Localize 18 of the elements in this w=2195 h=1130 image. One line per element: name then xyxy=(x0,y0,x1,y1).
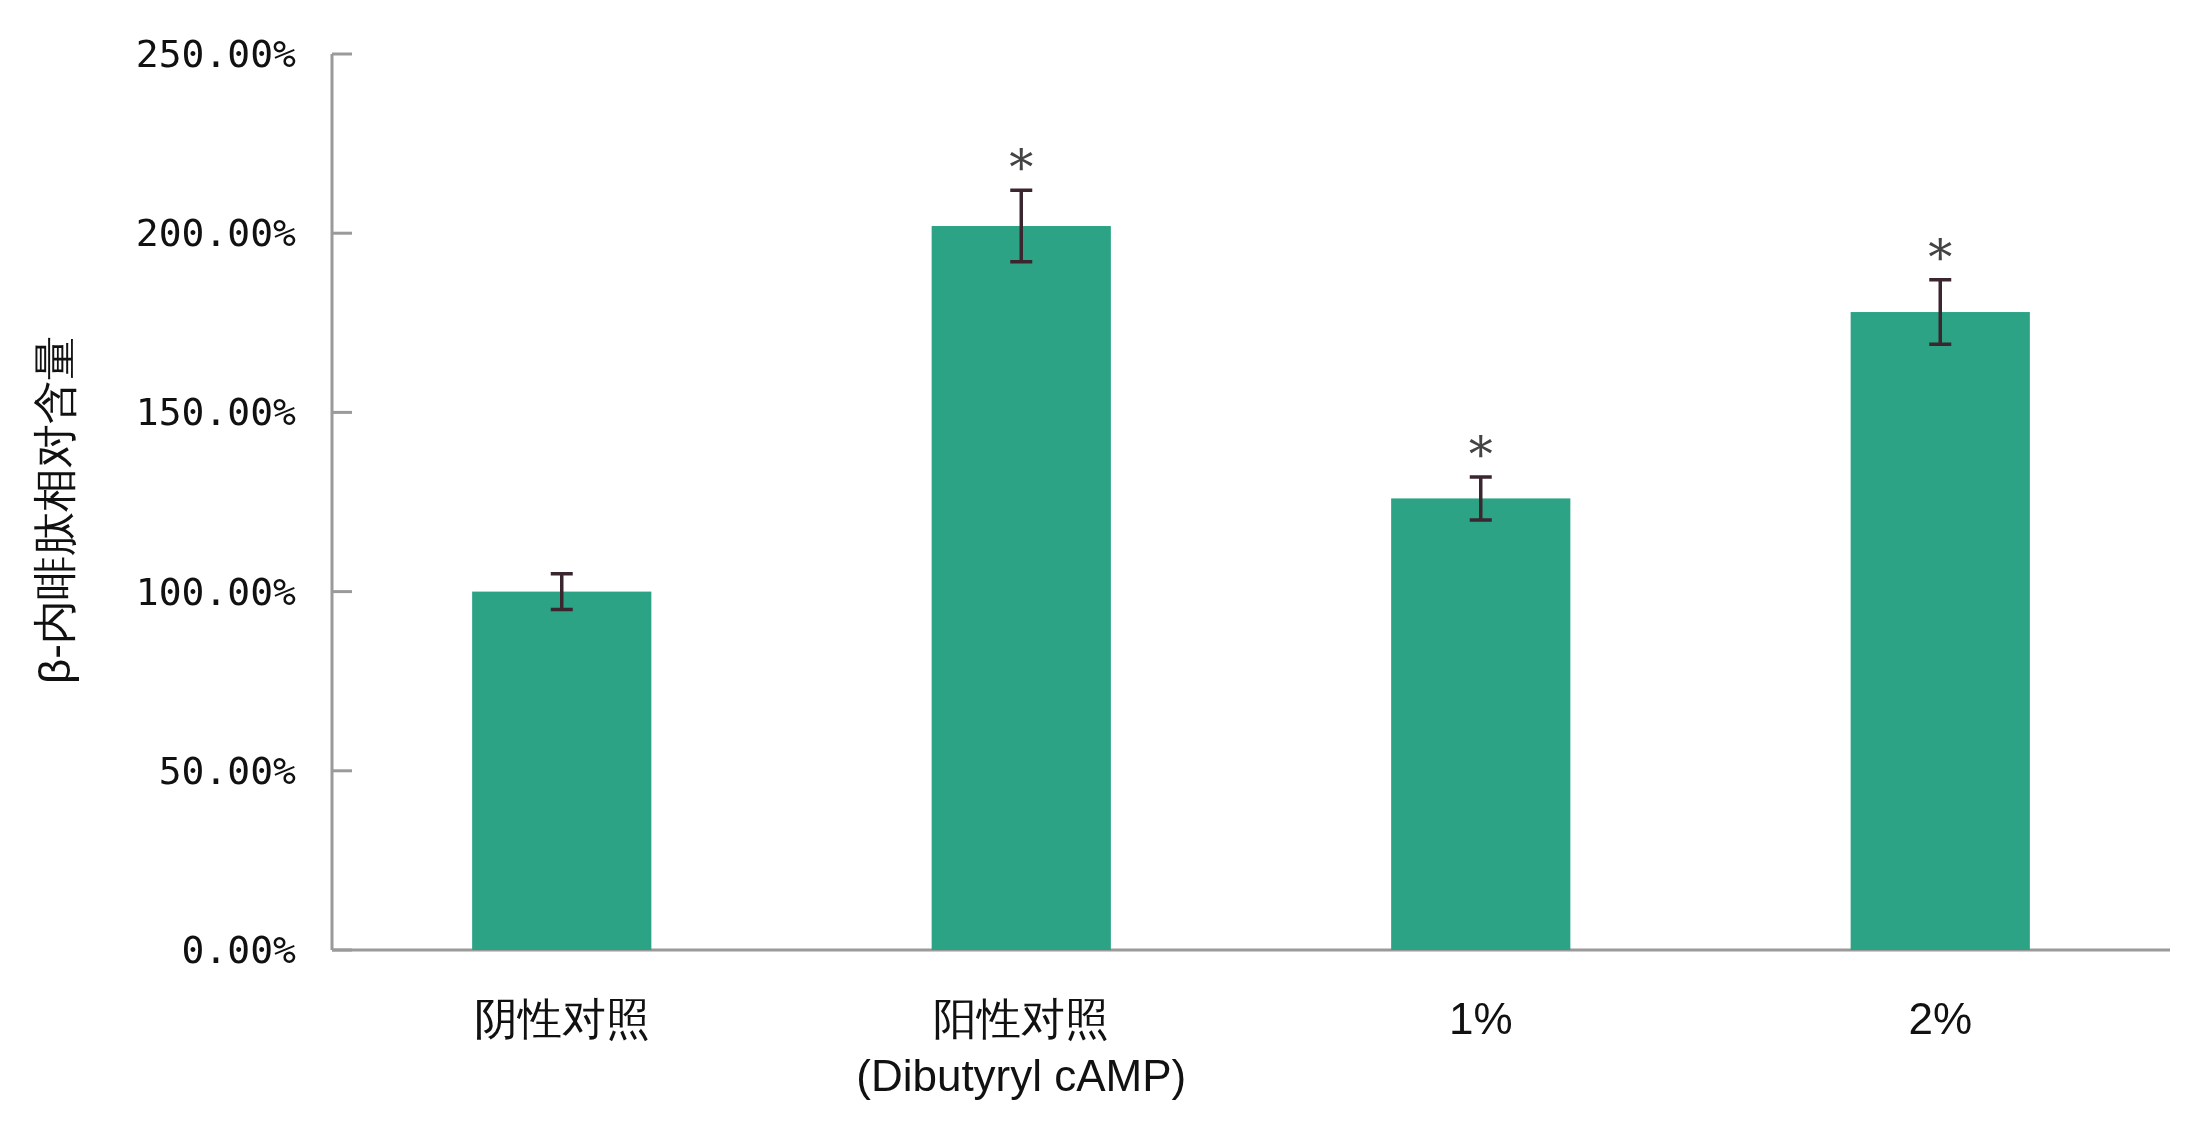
bar xyxy=(1391,498,1571,950)
y-tick-label: 150.00% xyxy=(135,390,297,435)
annotation: * xyxy=(1468,425,1493,482)
y-tick-label: 0.00% xyxy=(181,928,297,972)
annotation: * xyxy=(1928,228,1953,285)
y-tick-label: 200.00% xyxy=(135,211,297,256)
annotation: * xyxy=(1009,139,1034,196)
y-tick-label: 250.00% xyxy=(135,32,297,76)
bar xyxy=(931,226,1111,950)
x-tick-label: 1% xyxy=(1448,994,1513,1043)
y-tick-label: 100.00% xyxy=(135,569,297,614)
bar xyxy=(472,591,652,950)
x-tick-label: 2% xyxy=(1908,994,1973,1043)
x-tick-label: 阳性对照 (Dibutyryl cAMP) xyxy=(856,994,1187,1101)
x-tick-label: 阴性对照 xyxy=(473,994,650,1043)
y-axis-title: β-内啡肽相对含量 xyxy=(30,336,79,684)
bar xyxy=(1850,312,2030,950)
y-tick-label: 50.00% xyxy=(158,748,297,793)
